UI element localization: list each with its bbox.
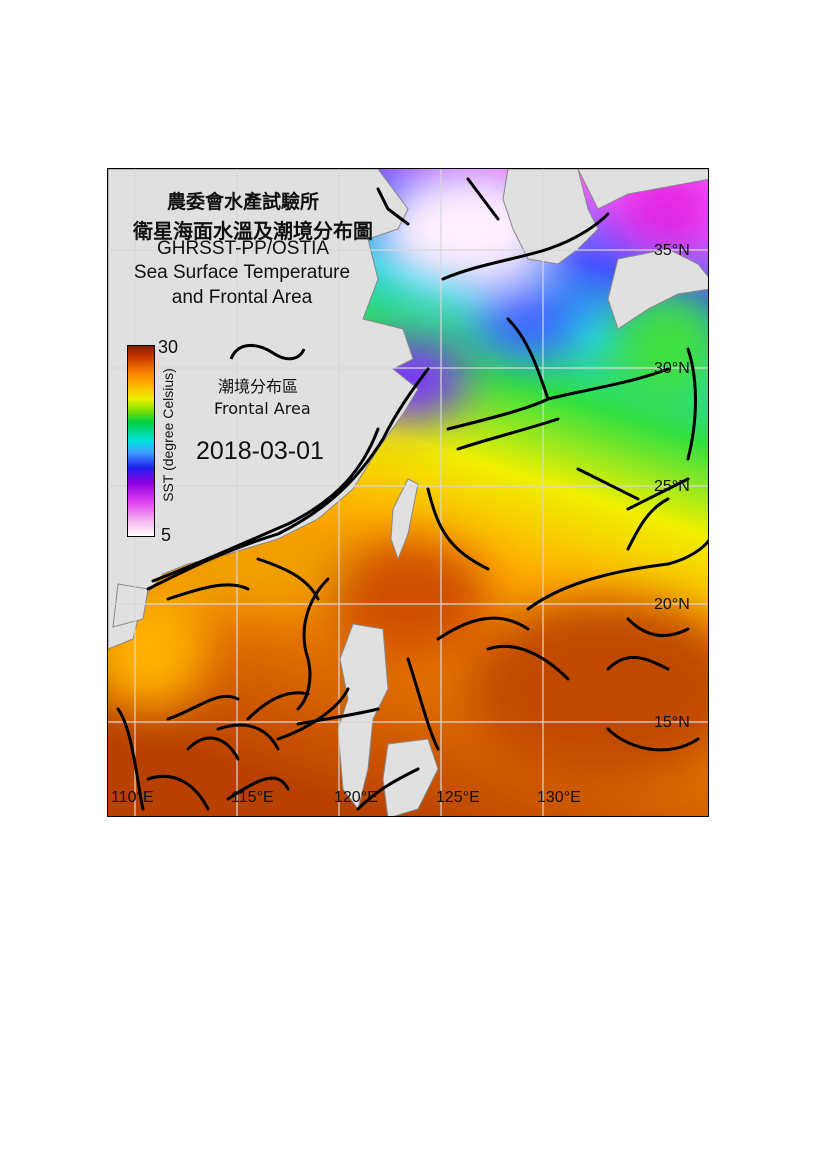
map-date: 2018-03-01 [196, 437, 324, 465]
title-en-line1: Sea Surface Temperature [133, 262, 351, 283]
frontal-lines [116, 177, 708, 811]
lat-label: 25°N [654, 478, 690, 495]
lon-label: 120°E [334, 789, 378, 806]
legend-front-zh: 潮境分布區 [218, 377, 299, 396]
colorbar-min: 5 [161, 525, 172, 545]
korea-japan [502, 169, 599, 265]
lon-label: 130°E [537, 789, 581, 806]
colorbar-max: 30 [158, 337, 179, 357]
sst-field [108, 169, 708, 816]
lat-label: 30°N [654, 360, 690, 377]
lat-label: 35°N [654, 242, 690, 259]
title-en-line2: and Frontal Area [171, 287, 313, 308]
lat-label: 20°N [654, 596, 690, 613]
legend-front-en: Frontal Area [214, 399, 311, 418]
china-landmass [108, 169, 419, 650]
lon-label: 110°E [111, 789, 154, 806]
title-zh-line2: 衛星海面水溫及潮境分布圖 [133, 219, 373, 243]
title-zh-line1: 農委會水產試驗所 [166, 191, 319, 213]
lon-label: 125°E [436, 789, 480, 806]
colorbar-label: SST (degree Celsius) [160, 368, 176, 502]
lat-label: 15°N [654, 714, 690, 731]
sst-colorbar [127, 345, 155, 537]
title-dataset: GHRSST-PP/OSTIA [156, 238, 330, 259]
sst-map: 農委會水產試驗所 衛星海面水溫及潮境分布圖 GHRSST-PP/OSTIA Se… [107, 168, 709, 817]
lon-label: 115°E [231, 789, 274, 806]
frontal-line-legend-icon [229, 344, 306, 361]
taiwan [390, 478, 419, 561]
